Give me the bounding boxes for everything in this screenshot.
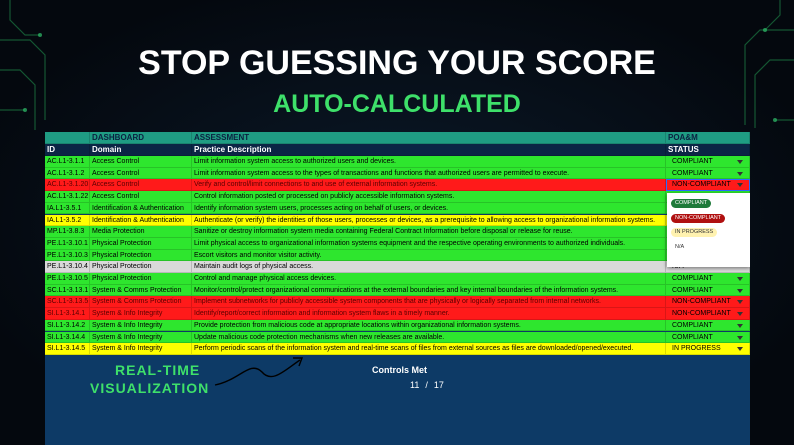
dropdown-arrow[interactable] — [737, 288, 743, 293]
cell-description: Implement subnetworks for publicly acces… — [192, 296, 666, 309]
cell-description: Maintain audit logs of physical access. — [192, 261, 666, 273]
summary-part: 17 — [433, 380, 444, 390]
status-cell[interactable]: NON-COMPLIANT — [666, 308, 750, 320]
dropdown-option[interactable]: N/A — [671, 242, 689, 252]
column-header: STATUS — [666, 144, 750, 156]
cell-id: AC.L1-3.1.22 — [45, 191, 90, 203]
cell-description: Monitor/control/protect organizational c… — [192, 284, 666, 297]
subheadline: AUTO-CALCULATED — [273, 90, 521, 118]
cell-domain: System & Info Integrity — [90, 343, 192, 355]
cell-domain: Physical Protection — [90, 273, 192, 285]
cell-id: SI.L1-3.14.4 — [45, 331, 90, 344]
cell-id: AC.L1-3.1.2 — [45, 167, 90, 180]
cell-description: Update malicious code protection mechani… — [192, 331, 666, 344]
cell-id: PE.L1-3.10.3 — [45, 249, 90, 262]
cell-description: Control information posted or processed … — [192, 191, 666, 203]
cell-domain: Media Protection — [90, 226, 192, 238]
cell-id: PE.L1-3.10.1 — [45, 237, 90, 250]
cell-description: Limit physical access to organizational … — [192, 237, 666, 250]
cell-description: Control and manage physical access devic… — [192, 273, 666, 285]
headline: STOP GUESSING YOUR SCORE — [138, 44, 656, 82]
cell-id: IA.L1-3.5.2 — [45, 214, 90, 227]
cell-domain: System & Info Integrity — [90, 331, 192, 344]
group-header: ASSESSMENT — [192, 132, 666, 144]
group-header: DASHBOARD — [90, 132, 192, 144]
dropdown-arrow[interactable] — [737, 183, 743, 188]
cell-id: IA.L1-3.5.1 — [45, 202, 90, 215]
dropdown-arrow[interactable] — [737, 323, 743, 328]
cell-id: PE.L1-3.10.4 — [45, 261, 90, 273]
status-cell[interactable]: COMPLIANT — [666, 284, 750, 297]
cell-domain: Physical Protection — [90, 249, 192, 262]
status-cell[interactable]: COMPLIANT — [666, 156, 750, 168]
summary-score: 11 / 17 — [407, 380, 447, 390]
dropdown-arrow[interactable] — [737, 312, 743, 317]
cell-domain: System & Comms Protection — [90, 284, 192, 297]
cell-description: Verify and control/limit connections to … — [192, 179, 666, 192]
cell-id: SI.L1-3.14.2 — [45, 319, 90, 332]
cell-domain: System & Info Integrity — [90, 319, 192, 332]
column-header: Domain — [90, 144, 192, 156]
cell-domain: Access Control — [90, 179, 192, 192]
callout-text: REAL-TIME — [115, 362, 201, 378]
dropdown-arrow[interactable] — [737, 277, 743, 281]
cell-id: MP.L1-3.8.3 — [45, 226, 90, 238]
status-cell[interactable]: COMPLIANT — [666, 331, 750, 344]
cell-id: SC.L1-3.13.5 — [45, 296, 90, 309]
dropdown-arrow[interactable] — [737, 160, 743, 164]
group-header-blank — [45, 132, 90, 144]
cell-description: Perform periodic scans of the informatio… — [192, 343, 666, 355]
dropdown-option[interactable]: COMPLIANT — [671, 199, 712, 208]
column-header: ID — [45, 144, 90, 156]
dropdown-option[interactable]: IN PROGRESS — [671, 228, 718, 237]
dropdown-arrow[interactable] — [737, 347, 743, 352]
cell-id: SI.L1-3.14.1 — [45, 308, 90, 320]
cell-id: SI.L1-3.14.5 — [45, 343, 90, 355]
cell-description: Provide protection from malicious code a… — [192, 319, 666, 332]
cell-id: AC.L1-3.1.1 — [45, 156, 90, 168]
status-dropdown: COMPLIANT NON-COMPLIANT IN PROGRESS N/A — [667, 193, 750, 267]
status-cell[interactable]: COMPLIANT — [666, 273, 750, 285]
cell-domain: System & Comms Protection — [90, 296, 192, 309]
cell-domain: System & Info Integrity — [90, 308, 192, 320]
cell-description: Identify/report/correct information and … — [192, 308, 666, 320]
status-cell[interactable]: NON-COMPLIANT — [666, 179, 750, 192]
cell-description: Authenticate (or verify) the identities … — [192, 214, 666, 227]
cell-id: AC.L1-3.1.20 — [45, 179, 90, 192]
status-cell[interactable]: COMPLIANT — [666, 167, 750, 180]
cell-description: Sanitize or destroy information system m… — [192, 226, 666, 238]
dropdown-arrow[interactable] — [737, 335, 743, 340]
cell-domain: Physical Protection — [90, 237, 192, 250]
cell-domain: Identification & Authentication — [90, 202, 192, 215]
cell-domain: Access Control — [90, 191, 192, 203]
status-cell[interactable]: COMPLIANT — [666, 319, 750, 332]
cell-description: Identify information system users, proce… — [192, 202, 666, 215]
cell-id: SC.L1-3.13.1 — [45, 284, 90, 297]
cell-description: Escort visitors and monitor visitor acti… — [192, 249, 666, 262]
column-header: Practice Description — [192, 144, 666, 156]
dropdown-option[interactable]: NON-COMPLIANT — [671, 213, 726, 223]
dropdown-arrow[interactable] — [737, 300, 743, 305]
cell-domain: Access Control — [90, 167, 192, 180]
cell-domain: Access Control — [90, 156, 192, 168]
summary-part: 11 — [410, 380, 420, 390]
summary-label: Controls Met — [372, 365, 427, 375]
status-cell[interactable]: IN PROGRESS — [666, 343, 750, 355]
cell-domain: Physical Protection — [90, 261, 192, 273]
status-cell[interactable]: NON-COMPLIANT — [666, 296, 750, 309]
dropdown-arrow[interactable] — [737, 171, 743, 176]
callout-text: VISUALIZATION — [90, 380, 210, 396]
cell-id: PE.L1-3.10.5 — [45, 273, 90, 285]
cell-description: Limit information system access to the t… — [192, 167, 666, 180]
cell-description: Limit information system access to autho… — [192, 156, 666, 168]
summary-part: / — [425, 380, 428, 390]
group-header: POA&M — [666, 132, 750, 144]
cell-domain: Identification & Authentication — [90, 214, 192, 227]
spreadsheet: DASHBOARD ASSESSMENT POA&M ID Domain Practice… — [45, 132, 750, 445]
